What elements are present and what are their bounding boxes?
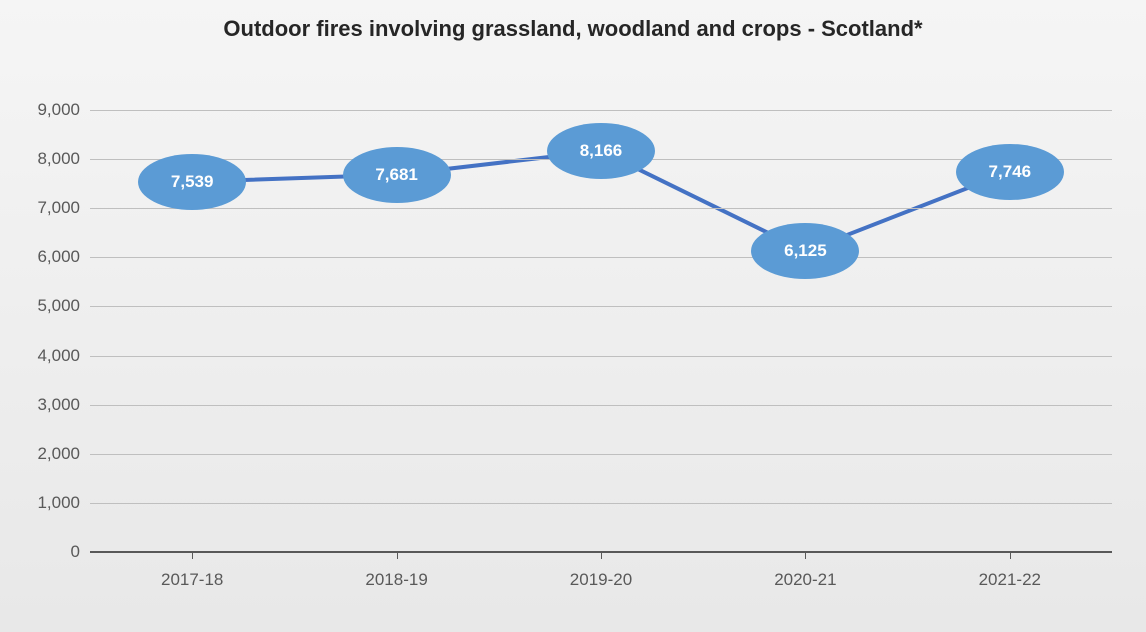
x-tick-mark: [1010, 552, 1011, 559]
data-label: 6,125: [784, 241, 827, 261]
data-label: 7,746: [989, 162, 1032, 182]
data-marker: 8,166: [547, 123, 655, 179]
gridline: [90, 405, 1112, 406]
gridline: [90, 257, 1112, 258]
data-label: 7,539: [171, 172, 214, 192]
chart-title: Outdoor fires involving grassland, woodl…: [0, 16, 1146, 42]
plot-area: 01,0002,0003,0004,0005,0006,0007,0008,00…: [90, 110, 1112, 552]
x-tick-label: 2021-22: [979, 570, 1041, 590]
gridline: [90, 208, 1112, 209]
y-tick-label: 5,000: [37, 296, 80, 316]
data-marker: 6,125: [751, 223, 859, 279]
x-tick-label: 2019-20: [570, 570, 632, 590]
y-tick-label: 6,000: [37, 247, 80, 267]
data-marker: 7,539: [138, 154, 246, 210]
data-label: 7,681: [375, 165, 418, 185]
data-label: 8,166: [580, 141, 623, 161]
y-tick-label: 3,000: [37, 395, 80, 415]
data-marker: 7,746: [956, 144, 1064, 200]
y-tick-label: 1,000: [37, 493, 80, 513]
y-tick-label: 4,000: [37, 346, 80, 366]
x-tick-label: 2017-18: [161, 570, 223, 590]
gridline: [90, 110, 1112, 111]
x-tick-mark: [397, 552, 398, 559]
x-tick-label: 2020-21: [774, 570, 836, 590]
gridline: [90, 454, 1112, 455]
y-tick-label: 8,000: [37, 149, 80, 169]
x-tick-mark: [601, 552, 602, 559]
y-tick-label: 0: [71, 542, 80, 562]
y-tick-label: 7,000: [37, 198, 80, 218]
x-tick-mark: [805, 552, 806, 559]
y-tick-label: 9,000: [37, 100, 80, 120]
x-tick-mark: [192, 552, 193, 559]
data-marker: 7,681: [343, 147, 451, 203]
x-tick-label: 2018-19: [365, 570, 427, 590]
gridline: [90, 356, 1112, 357]
gridline: [90, 503, 1112, 504]
chart-container: Outdoor fires involving grassland, woodl…: [0, 0, 1146, 632]
y-tick-label: 2,000: [37, 444, 80, 464]
gridline: [90, 306, 1112, 307]
